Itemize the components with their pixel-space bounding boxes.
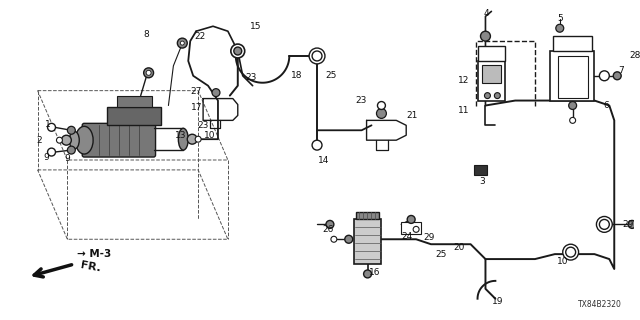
Text: 27: 27 [191, 87, 202, 96]
Circle shape [600, 220, 609, 229]
Bar [550, 51, 595, 100]
Text: 15: 15 [250, 22, 261, 31]
Ellipse shape [179, 128, 188, 150]
Text: 1: 1 [45, 120, 51, 129]
Circle shape [177, 38, 188, 48]
Text: 14: 14 [318, 156, 330, 164]
Circle shape [596, 216, 612, 232]
Circle shape [413, 226, 419, 232]
Circle shape [47, 123, 56, 131]
Circle shape [345, 235, 353, 243]
Text: → M-3: → M-3 [77, 249, 111, 259]
Circle shape [628, 220, 636, 228]
Text: 21: 21 [406, 111, 417, 120]
Text: 23: 23 [198, 121, 209, 130]
Bar [477, 46, 505, 61]
Circle shape [231, 44, 244, 58]
Text: 24: 24 [401, 232, 412, 241]
Circle shape [56, 137, 63, 143]
Bar [401, 222, 421, 234]
Circle shape [563, 244, 579, 260]
Text: 10: 10 [557, 257, 569, 266]
Circle shape [613, 72, 621, 80]
Circle shape [556, 24, 564, 32]
Circle shape [570, 117, 575, 123]
Text: 11: 11 [458, 106, 470, 115]
Circle shape [326, 220, 334, 228]
Text: 26: 26 [323, 225, 334, 234]
FancyBboxPatch shape [82, 123, 156, 157]
Text: 20: 20 [454, 243, 465, 252]
Text: 8: 8 [144, 30, 150, 39]
Text: 16: 16 [369, 268, 380, 277]
Circle shape [67, 146, 76, 154]
Bar [477, 61, 505, 100]
Text: 5: 5 [557, 14, 563, 23]
Circle shape [188, 134, 197, 144]
Text: 19: 19 [492, 297, 503, 306]
Circle shape [378, 101, 385, 109]
Circle shape [146, 70, 151, 75]
Circle shape [494, 92, 500, 99]
Text: 29: 29 [423, 233, 435, 242]
Ellipse shape [69, 131, 79, 149]
Bar [553, 36, 593, 51]
Text: 29: 29 [623, 220, 634, 229]
Text: 9: 9 [44, 153, 49, 162]
Ellipse shape [76, 126, 93, 154]
Bar [474, 165, 488, 175]
Circle shape [566, 247, 575, 257]
Text: 12: 12 [458, 76, 470, 85]
Text: 28: 28 [629, 52, 640, 60]
Text: 13: 13 [175, 131, 186, 140]
Text: 4: 4 [484, 9, 489, 18]
Bar [354, 220, 381, 264]
Text: 10: 10 [204, 131, 216, 140]
Circle shape [331, 236, 337, 242]
Circle shape [234, 47, 242, 55]
Circle shape [67, 126, 76, 134]
Circle shape [309, 48, 325, 64]
Bar [558, 56, 588, 98]
Circle shape [180, 41, 184, 45]
Circle shape [195, 136, 201, 142]
Text: 22: 22 [194, 32, 205, 41]
Circle shape [569, 101, 577, 109]
Circle shape [364, 270, 372, 278]
Text: 6: 6 [604, 101, 609, 110]
Circle shape [312, 51, 322, 61]
Circle shape [407, 215, 415, 223]
Bar [107, 108, 161, 125]
Circle shape [484, 92, 490, 99]
Circle shape [61, 135, 71, 145]
Text: TX84B2320: TX84B2320 [579, 300, 622, 308]
Text: 25: 25 [325, 71, 337, 80]
Text: 17: 17 [191, 103, 202, 112]
Circle shape [312, 140, 322, 150]
Text: 18: 18 [291, 71, 302, 80]
Circle shape [143, 68, 154, 78]
Text: 7: 7 [618, 66, 624, 75]
Bar [117, 96, 152, 108]
Bar [356, 212, 380, 220]
Circle shape [481, 31, 490, 41]
Text: FR.: FR. [79, 260, 101, 274]
Text: 25: 25 [435, 250, 447, 259]
Circle shape [212, 89, 220, 97]
Circle shape [376, 108, 387, 118]
Text: 3: 3 [479, 177, 485, 186]
Text: 9: 9 [65, 154, 70, 163]
Text: 23: 23 [355, 96, 367, 105]
Text: 23: 23 [246, 73, 257, 82]
Text: 2: 2 [37, 136, 42, 145]
Circle shape [600, 71, 609, 81]
Circle shape [47, 148, 56, 156]
Bar [481, 65, 501, 83]
